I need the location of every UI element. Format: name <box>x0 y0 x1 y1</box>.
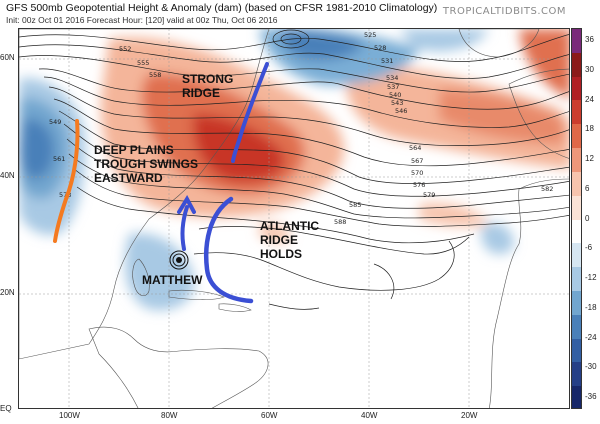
colorbar-label: -36 <box>585 392 597 401</box>
colorbar-label: -12 <box>585 273 597 282</box>
north-atlantic-low <box>272 29 310 49</box>
contour-label-543: 543 <box>391 99 403 107</box>
colorbar-segment <box>572 386 581 408</box>
height-contours <box>19 34 569 310</box>
contour-label-540: 540 <box>389 91 401 99</box>
contour-label-588: 588 <box>334 218 346 226</box>
contour-label-531: 531 <box>381 57 393 65</box>
colorbar-label: 24 <box>585 94 594 104</box>
lon-label-100w: 100W <box>59 411 80 420</box>
colorbar-segment <box>572 362 581 387</box>
strong-ridge-arrow <box>231 62 269 163</box>
contour-labels: 525 528 531 534 537 540 543 546 549 552 … <box>49 31 553 226</box>
hurricane-symbol <box>169 250 189 270</box>
colorbar-label: -30 <box>585 362 597 372</box>
lon-label-20w: 20W <box>461 411 478 420</box>
colorbar-segment <box>572 243 581 268</box>
colorbar-label: 36 <box>585 35 594 44</box>
matthew-label: MATTHEW <box>142 273 203 287</box>
colorbar-segment <box>572 148 581 173</box>
colorbar-segment <box>572 219 581 244</box>
colorbar-label: 30 <box>585 64 594 74</box>
strong-ridge-label: STRONG RIDGE <box>182 72 234 100</box>
lat-lon-grid <box>19 29 569 408</box>
colorbar-segment <box>572 267 581 292</box>
map-title: GFS 500mb Geopotential Height & Anomaly … <box>6 2 438 14</box>
contour-label-582: 582 <box>541 185 553 193</box>
colorbar-label: 0 <box>585 213 590 223</box>
contour-label-573: 573 <box>59 191 71 199</box>
lat-label-40n: 40N <box>0 171 15 180</box>
contour-label-576: 576 <box>413 181 425 189</box>
contour-label-564: 564 <box>409 144 421 152</box>
trough-label: DEEP PLAINS TROUGH SWINGS EASTWARD <box>94 143 198 185</box>
contour-label-585: 585 <box>349 201 361 209</box>
colorbar-label: -18 <box>585 302 597 312</box>
colorbar-label: -6 <box>585 243 593 253</box>
map-panel: 525 528 531 534 537 540 543 546 549 552 … <box>18 28 570 409</box>
contour-label-555: 555 <box>137 59 149 67</box>
lat-label-20n: 20N <box>0 288 15 297</box>
contour-label-561: 561 <box>53 155 65 163</box>
colorbar-segment <box>572 100 581 125</box>
contour-label-525: 525 <box>364 31 376 39</box>
ridge-upward-arrow <box>180 205 189 251</box>
colorbar-segment <box>572 314 581 340</box>
colorbar-segment <box>572 195 581 220</box>
colorbar-segment <box>572 290 581 316</box>
contour-label-528: 528 <box>374 44 386 52</box>
anomaly-shading <box>19 29 569 311</box>
lat-label-eq: EQ <box>0 404 12 413</box>
lon-label-40w: 40W <box>361 411 378 420</box>
colorbar-label: -24 <box>585 332 597 342</box>
land-outlines <box>19 29 569 408</box>
credit-watermark: TROPICALTIDBITS.COM <box>442 6 566 17</box>
colorbar-label: 18 <box>585 124 594 134</box>
colorbar-segment <box>572 52 581 78</box>
anomaly-colorbar <box>571 28 582 409</box>
map-subtitle: Init: 00z Oct 01 2016 Forecast Hour: [12… <box>6 15 278 25</box>
contour-label-558: 558 <box>149 71 161 79</box>
atlantic-ridge-label: ATLANTIC RIDGE HOLDS <box>260 219 320 261</box>
contour-label-537: 537 <box>387 83 399 91</box>
map-canvas: 525 528 531 534 537 540 543 546 549 552 … <box>19 29 569 408</box>
contour-label-579: 579 <box>423 191 435 199</box>
lat-label-60n: 60N <box>0 53 15 62</box>
colorbar-segment <box>572 338 581 363</box>
colorbar-segment <box>572 124 581 149</box>
colorbar-segment <box>572 76 581 101</box>
contour-label-570: 570 <box>411 169 423 177</box>
colorbar-segment <box>572 171 581 197</box>
contour-label-546: 546 <box>395 107 407 115</box>
annotation-arrows <box>53 62 269 304</box>
trough-arrow <box>53 119 80 243</box>
atlantic-ridge-arrow <box>203 196 254 304</box>
contour-label-549: 549 <box>49 118 61 126</box>
contour-label-567: 567 <box>411 157 423 165</box>
colorbar-segment <box>572 29 581 54</box>
contour-label-552: 552 <box>119 45 131 53</box>
colorbar-label: 12 <box>585 154 594 163</box>
lon-label-60w: 60W <box>261 411 278 420</box>
contour-label-534: 534 <box>386 74 398 82</box>
colorbar-label: 6 <box>585 183 590 193</box>
lon-label-80w: 80W <box>161 411 178 420</box>
